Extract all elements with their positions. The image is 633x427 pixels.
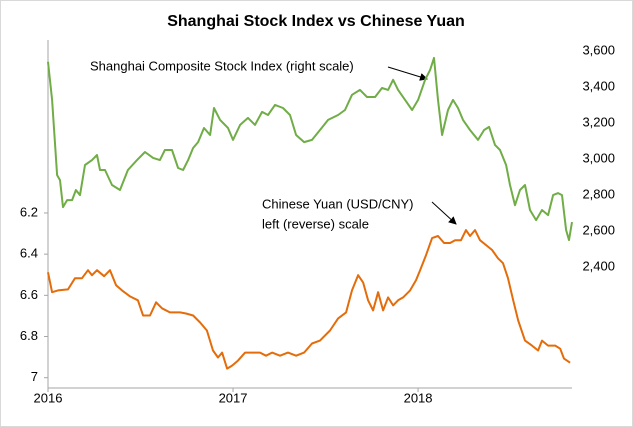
y-tick-label: 7 [31,369,38,384]
annotation: Chinese Yuan (USD/CNY) [262,196,414,211]
annotation-arrow [431,201,457,225]
y-tick-label: 6.2 [20,204,38,219]
x-tick-label: 2018 [404,390,433,405]
annotation-arrow [387,66,428,81]
series-line [47,229,571,370]
y-tick-label: 6.8 [20,328,38,343]
chart-title: Shanghai Stock Index vs Chinese Yuan [167,13,465,30]
annotation: left (reverse) scale [262,216,369,231]
y2-tick-label: 3,200 [582,114,615,129]
y2-tick-label: 3,400 [582,78,615,93]
y2-tick-label: 2,600 [582,223,615,238]
annotation: Shanghai Composite Stock Index (right sc… [90,58,354,73]
y-tick-label: 6.6 [20,287,38,302]
x-tick-label: 2016 [34,390,63,405]
y2-tick-label: 2,400 [582,259,615,274]
series-line [47,56,573,242]
y2-tick-label: 2,800 [582,187,615,202]
x-tick-label: 2017 [219,390,248,405]
y-tick-label: 6.4 [20,246,38,261]
y2-tick-label: 3,000 [582,150,615,165]
y2-tick-label: 3,600 [582,42,615,57]
